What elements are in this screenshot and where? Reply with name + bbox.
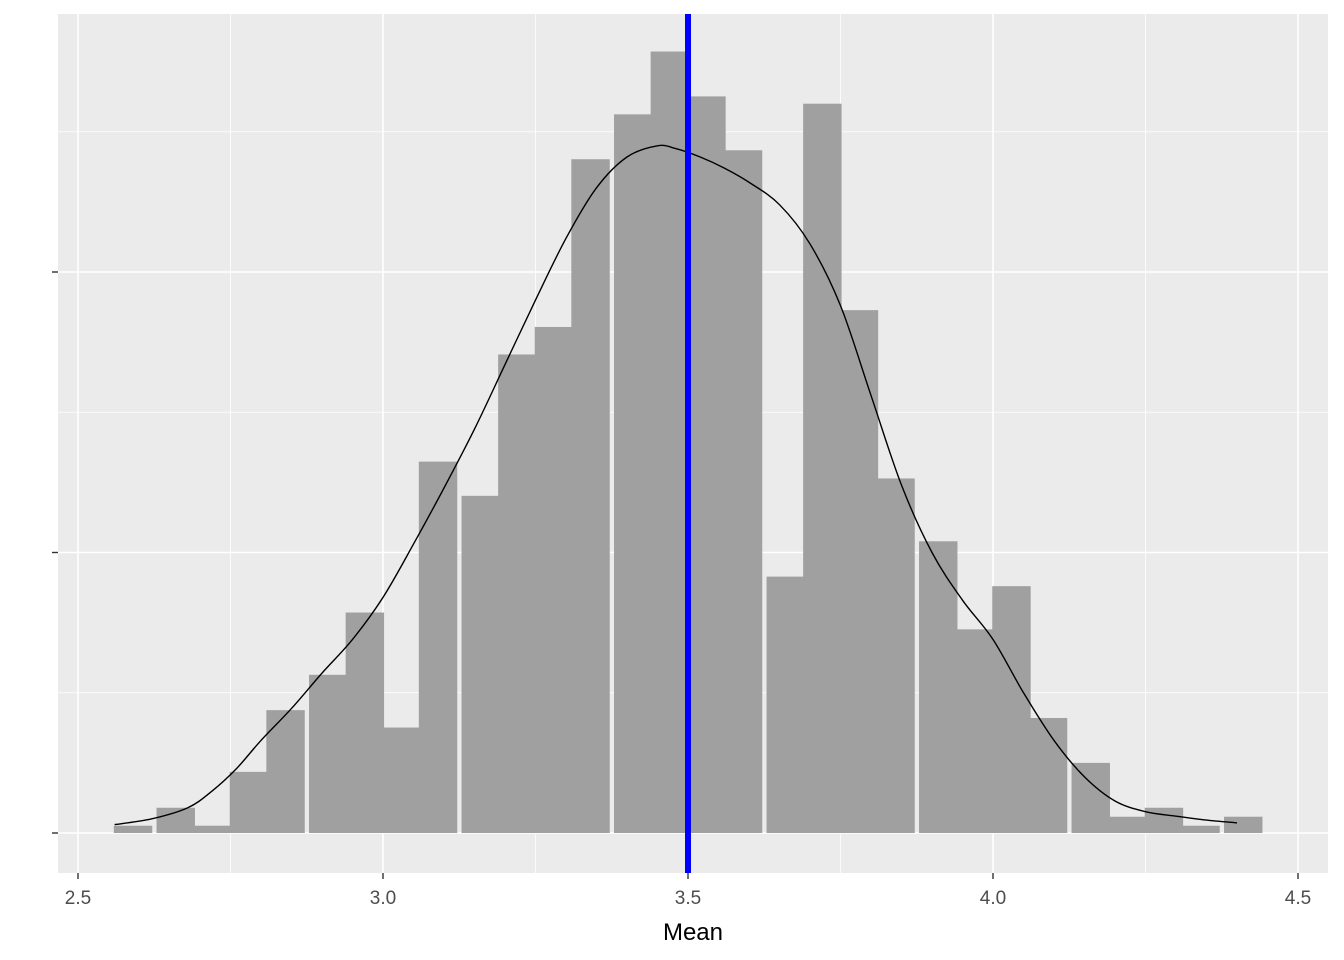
histogram-bar bbox=[687, 96, 726, 834]
y-axis bbox=[52, 271, 58, 834]
histogram-bar bbox=[955, 629, 995, 833]
histogram-bar bbox=[498, 354, 537, 833]
histogram-bar bbox=[1224, 816, 1263, 833]
histogram-bar bbox=[571, 159, 610, 833]
histogram-bar bbox=[345, 612, 385, 833]
histogram-bar bbox=[156, 807, 195, 833]
density-curve-group bbox=[114, 144, 1238, 826]
histogram-bar bbox=[723, 150, 763, 833]
histogram-bar bbox=[382, 727, 421, 833]
histogram-bar bbox=[1028, 717, 1068, 833]
histogram-bars bbox=[113, 51, 1263, 834]
histogram-bar bbox=[309, 674, 348, 833]
histogram-bar bbox=[650, 51, 690, 834]
histogram-bar bbox=[766, 576, 805, 833]
histogram-bar bbox=[1181, 825, 1220, 833]
histogram-bar bbox=[229, 771, 269, 833]
histogram-bar bbox=[803, 103, 842, 833]
histogram-bar bbox=[1144, 807, 1184, 833]
histogram-bar bbox=[1071, 762, 1110, 833]
histogram-bar bbox=[919, 541, 958, 833]
histogram-bar bbox=[992, 586, 1031, 833]
x-axis-title: Mean bbox=[663, 919, 723, 946]
x-axis: 2.5 3.0 3.5 4.0 4.5 bbox=[65, 873, 1311, 909]
x-tick-label: 3.5 bbox=[675, 888, 701, 909]
histogram-bar bbox=[614, 114, 653, 833]
histogram-bar bbox=[461, 495, 500, 833]
histogram-bar bbox=[418, 461, 458, 833]
histogram-bar bbox=[839, 310, 879, 833]
histogram-bar bbox=[193, 825, 232, 833]
histogram-bar bbox=[113, 825, 153, 833]
x-tick-label: 2.5 bbox=[65, 888, 91, 909]
histogram-bar bbox=[266, 710, 305, 833]
x-tick-label: 4.5 bbox=[1285, 888, 1311, 909]
histogram-bar bbox=[1108, 816, 1147, 833]
histogram-bar bbox=[534, 326, 574, 833]
x-tick-label: 3.0 bbox=[370, 888, 396, 909]
histogram-bar bbox=[876, 478, 915, 833]
density-curve bbox=[114, 144, 1238, 826]
x-tick-label: 4.0 bbox=[980, 888, 1006, 909]
